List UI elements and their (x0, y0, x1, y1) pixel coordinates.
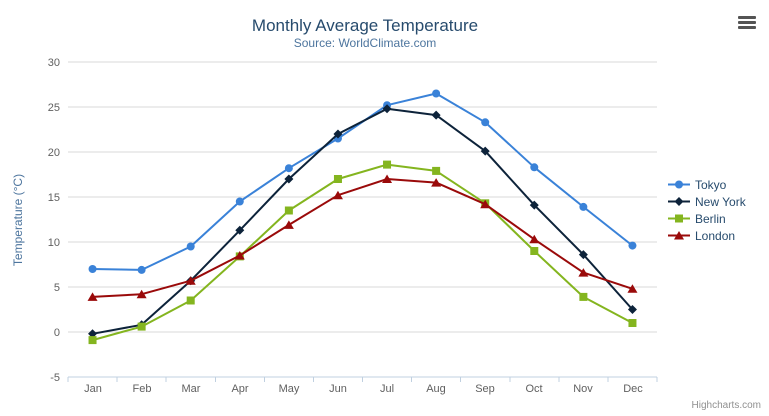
data-point-berlin[interactable] (284, 206, 293, 215)
x-tick-label: Mar (182, 383, 201, 395)
data-point-london[interactable] (529, 234, 540, 244)
legend-item-new-york[interactable]: New York (668, 193, 746, 210)
legend-label: Tokyo (695, 177, 727, 192)
legend-circle-glyph (675, 180, 683, 189)
series-line-london[interactable] (91, 178, 634, 298)
x-tick-label: Jul (380, 383, 394, 395)
data-point-new-york[interactable] (431, 110, 441, 120)
y-tick-label: 15 (48, 192, 60, 204)
x-tick-label: Nov (573, 383, 593, 395)
hamburger-icon (738, 21, 756, 24)
x-tick-label: Sep (475, 383, 495, 395)
data-point-tokyo[interactable] (530, 163, 539, 172)
x-tick-label: Aug (426, 383, 446, 395)
data-point-tokyo[interactable] (137, 265, 146, 274)
y-tick-label: -5 (50, 372, 60, 384)
data-point-berlin[interactable] (530, 247, 539, 255)
data-point-berlin[interactable] (186, 296, 195, 305)
data-point-new-york[interactable] (627, 305, 637, 314)
data-point-tokyo[interactable] (432, 89, 441, 98)
legend-square-icon (668, 214, 690, 223)
legend-diamond-glyph (674, 197, 684, 206)
legend: Tokyo New York Berlin London (668, 176, 746, 244)
data-point-tokyo[interactable] (481, 118, 490, 127)
data-point-tokyo[interactable] (88, 265, 97, 273)
data-point-london[interactable] (136, 289, 147, 299)
legend-label: New York (695, 194, 746, 209)
data-point-tokyo[interactable] (186, 242, 195, 251)
x-tick-label: May (279, 383, 300, 395)
chart-title: Monthly Average Temperature (252, 16, 478, 35)
y-tick-label: 10 (48, 237, 60, 249)
data-point-new-york[interactable] (333, 129, 343, 139)
y-tick-label: 30 (48, 57, 60, 69)
legend-triangle-glyph (674, 231, 684, 240)
legend-diamond-icon (668, 197, 690, 206)
data-point-new-york[interactable] (382, 104, 392, 114)
x-tick-label: Apr (231, 383, 248, 395)
highcharts-credits-link[interactable]: Highcharts.com (691, 400, 761, 411)
data-point-new-york[interactable] (235, 225, 245, 235)
chart-subtitle: Source: WorldClimate.com (294, 36, 437, 50)
data-point-london[interactable] (382, 174, 393, 184)
legend-item-london[interactable]: London (668, 227, 746, 244)
legend-square-glyph (675, 214, 683, 223)
data-point-new-york[interactable] (480, 146, 490, 156)
series-line-berlin[interactable] (91, 163, 634, 342)
data-point-london[interactable] (627, 284, 638, 293)
data-point-london[interactable] (480, 199, 491, 209)
series-line-new-york[interactable] (91, 107, 634, 335)
data-point-london[interactable] (234, 251, 245, 260)
series-line-tokyo[interactable] (91, 92, 634, 271)
legend-label: London (695, 228, 736, 243)
legend-circle-icon (668, 180, 690, 189)
data-point-new-york[interactable] (284, 174, 294, 184)
data-point-london[interactable] (283, 220, 294, 229)
legend-item-tokyo[interactable]: Tokyo (668, 176, 746, 193)
x-tick-label: Jun (329, 383, 347, 395)
data-point-berlin[interactable] (383, 160, 392, 169)
data-point-tokyo[interactable] (579, 202, 588, 211)
export-menu-button[interactable] (738, 16, 756, 31)
data-point-london[interactable] (578, 268, 589, 277)
data-point-tokyo[interactable] (235, 197, 244, 206)
legend-label: Berlin (695, 211, 726, 226)
y-tick-label: 20 (48, 147, 60, 159)
data-point-tokyo[interactable] (628, 241, 637, 250)
y-tick-label: 0 (54, 327, 60, 339)
data-point-berlin[interactable] (88, 336, 97, 345)
data-point-berlin[interactable] (137, 322, 146, 331)
data-point-tokyo[interactable] (284, 164, 293, 173)
x-tick-label: Feb (133, 383, 152, 395)
plot-area (67, 61, 658, 382)
legend-triangle-icon (668, 231, 690, 240)
data-point-london[interactable] (185, 276, 196, 285)
data-point-new-york[interactable] (578, 250, 588, 260)
y-tick-label: 5 (54, 282, 60, 294)
data-point-berlin[interactable] (333, 175, 342, 183)
data-point-berlin[interactable] (628, 319, 637, 327)
legend-item-berlin[interactable]: Berlin (668, 210, 746, 227)
data-point-berlin[interactable] (579, 292, 588, 301)
y-axis-title: Temperature (°C) (11, 174, 25, 266)
x-tick-label: Oct (525, 383, 542, 395)
x-tick-label: Dec (623, 383, 643, 395)
data-point-london[interactable] (332, 190, 343, 200)
data-point-london[interactable] (87, 292, 98, 301)
hamburger-icon (738, 16, 756, 19)
y-tick-label: 25 (48, 102, 60, 114)
data-point-new-york[interactable] (529, 200, 539, 210)
data-point-berlin[interactable] (432, 166, 441, 175)
data-point-new-york[interactable] (88, 329, 98, 339)
data-point-london[interactable] (431, 178, 442, 187)
hamburger-icon (738, 26, 756, 29)
x-tick-label: Jan (84, 383, 102, 395)
